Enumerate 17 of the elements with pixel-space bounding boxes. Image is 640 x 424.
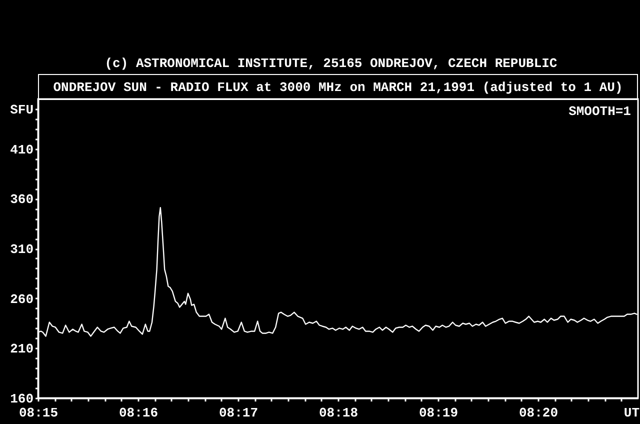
x-tick-label: 08:18 — [318, 406, 358, 420]
y-tick-label: 160 — [10, 392, 34, 406]
text: (c) ASTRONOMICAL INSTITUTE, 25165 ONDREJOV, CZECH REPUBLIC — [104, 56, 558, 71]
y-tick-label: 260 — [10, 292, 34, 307]
annotation: SMOOTH=1 — [568, 104, 632, 119]
y-tick-label: 410 — [10, 142, 34, 158]
x-tick-label: 08:20 — [518, 406, 558, 420]
y-tick-label: 310 — [10, 242, 34, 257]
x-tick-label: 08:17 — [218, 406, 258, 420]
y-tick-label: 360 — [10, 192, 34, 208]
x-tick-label: 08:15 — [18, 406, 58, 420]
x-axis-title: UT — [624, 406, 640, 420]
x-tick-label: 08:19 — [418, 406, 458, 420]
y-tick-label: 210 — [10, 342, 34, 357]
y-axis-title: SFU — [10, 102, 34, 118]
x-tick-label: 08:16 — [118, 406, 158, 420]
chart-title: ONDREJOV SUN - RADIO FLUX at 3000 MHz on MARCH 21,1991 (adjusted to 1 AU) — [53, 80, 623, 95]
